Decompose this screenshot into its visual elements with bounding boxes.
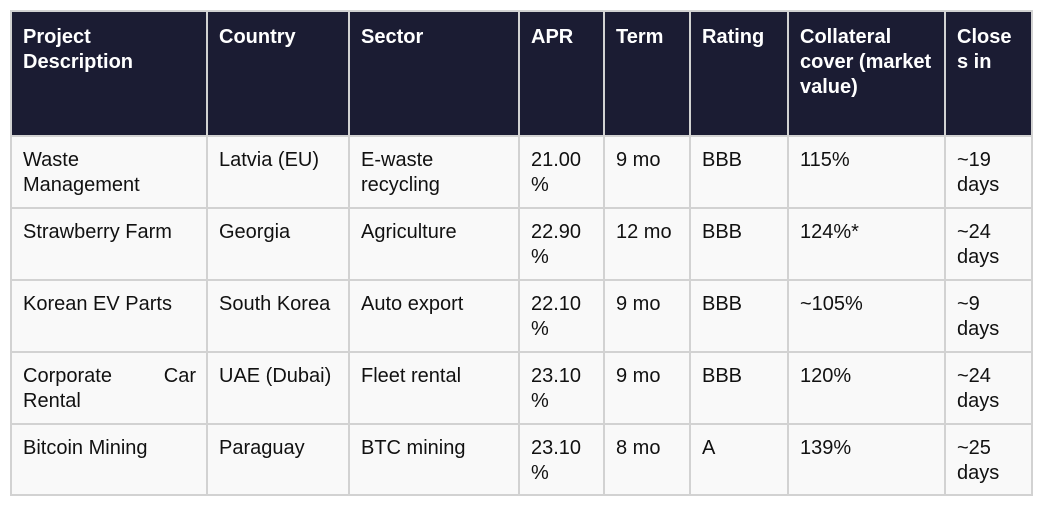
cell-apr: 22.90 % (518, 207, 605, 281)
cell-sector: E-waste recycling (348, 135, 520, 209)
cell-closes-in: ~24 days (944, 207, 1033, 281)
projects-table: Project Description Country Sector APR T… (10, 10, 1033, 496)
header-rating: Rating (689, 10, 789, 137)
cell-closes-in: ~19 days (944, 135, 1033, 209)
cell-apr: 23.10 % (518, 351, 605, 425)
table-row: Corporate Car Rental UAE (Dubai) Fleet r… (10, 351, 1033, 425)
cell-project: Waste Management (10, 135, 208, 209)
cell-rating: BBB (689, 135, 789, 209)
cell-country: South Korea (206, 279, 350, 353)
cell-country: Paraguay (206, 423, 350, 496)
header-term: Term (603, 10, 691, 137)
header-row: Project Description Country Sector APR T… (10, 10, 1033, 137)
cell-term: 12 mo (603, 207, 691, 281)
cell-country: Georgia (206, 207, 350, 281)
cell-sector: BTC mining (348, 423, 520, 496)
cell-apr: 21.00 % (518, 135, 605, 209)
cell-collateral: 120% (787, 351, 946, 425)
cell-term: 9 mo (603, 279, 691, 353)
cell-term: 9 mo (603, 135, 691, 209)
cell-rating: A (689, 423, 789, 496)
cell-term: 9 mo (603, 351, 691, 425)
header-closes-in: Closes in (944, 10, 1033, 137)
cell-country: UAE (Dubai) (206, 351, 350, 425)
cell-closes-in: ~24 days (944, 351, 1033, 425)
cell-rating: BBB (689, 207, 789, 281)
cell-project: Corporate Car Rental (10, 351, 208, 425)
cell-apr: 23.10 % (518, 423, 605, 496)
table-row: Korean EV Parts South Korea Auto export … (10, 279, 1033, 353)
cell-country: Latvia (EU) (206, 135, 350, 209)
table-row: Waste Management Latvia (EU) E-waste rec… (10, 135, 1033, 209)
cell-collateral: 115% (787, 135, 946, 209)
header-project-description: Project Description (10, 10, 208, 137)
header-apr: APR (518, 10, 605, 137)
cell-collateral: 124%* (787, 207, 946, 281)
cell-sector: Auto export (348, 279, 520, 353)
header-country: Country (206, 10, 350, 137)
cell-project: Strawberry Farm (10, 207, 208, 281)
cell-sector: Fleet rental (348, 351, 520, 425)
cell-apr: 22.10 % (518, 279, 605, 353)
cell-project: Korean EV Parts (10, 279, 208, 353)
cell-rating: BBB (689, 279, 789, 353)
header-collateral-cover: Collateral cover (market value) (787, 10, 946, 137)
cell-collateral: ~105% (787, 279, 946, 353)
cell-closes-in: ~9 days (944, 279, 1033, 353)
table-row: Strawberry Farm Georgia Agriculture 22.9… (10, 207, 1033, 281)
header-sector: Sector (348, 10, 520, 137)
cell-project: Bitcoin Mining (10, 423, 208, 496)
cell-closes-in: ~25 days (944, 423, 1033, 496)
cell-term: 8 mo (603, 423, 691, 496)
table-row: Bitcoin Mining Paraguay BTC mining 23.10… (10, 423, 1033, 496)
cell-collateral: 139% (787, 423, 946, 496)
cell-sector: Agriculture (348, 207, 520, 281)
cell-rating: BBB (689, 351, 789, 425)
